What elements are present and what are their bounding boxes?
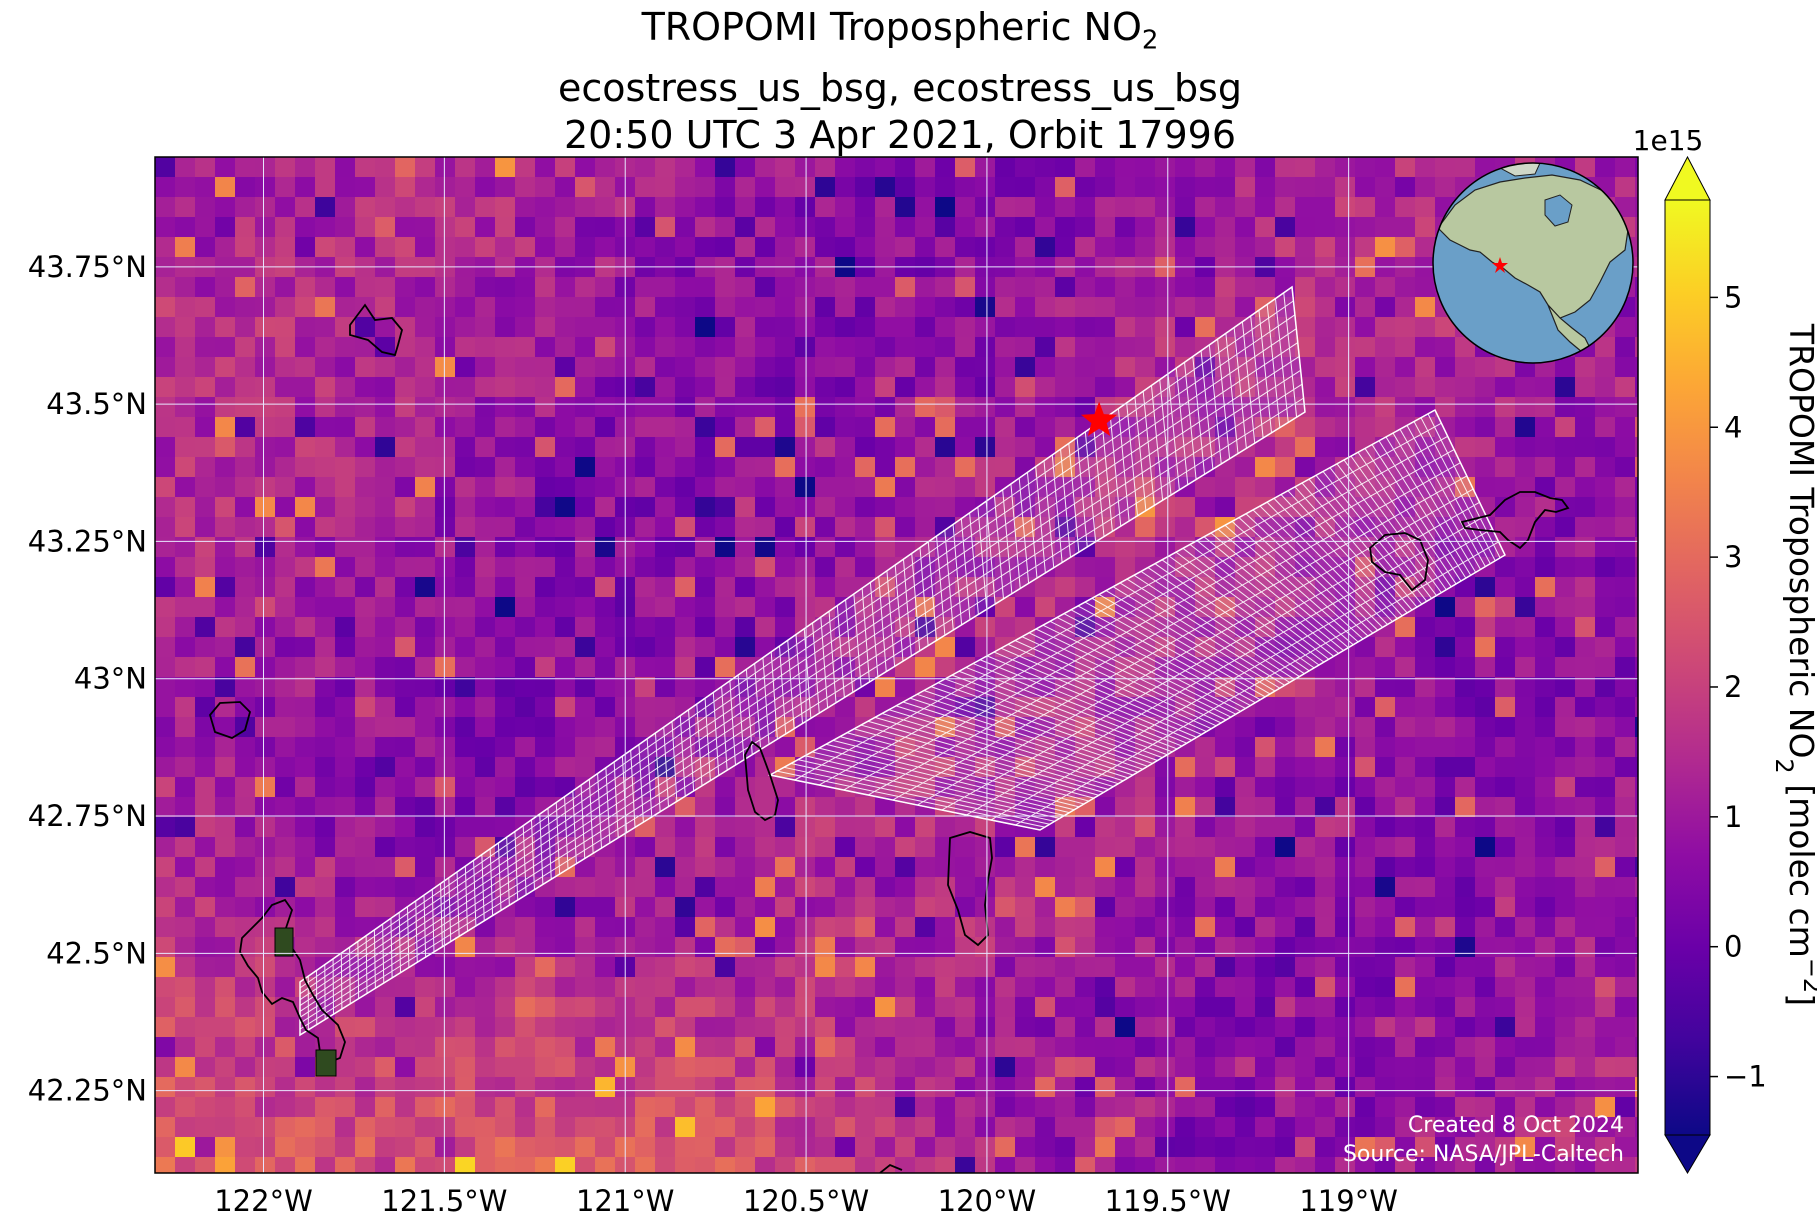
colorbar: −1 0 1 2 3 4 5 1e15 TROPOMI Tropospheric NO2 [… xyxy=(1633,124,1817,1174)
site-star-marker xyxy=(1081,401,1118,436)
lat-tick-label: 43.75°N xyxy=(28,250,147,284)
lon-tick-label: 121°W xyxy=(576,1184,675,1218)
map-frame xyxy=(154,156,1639,1174)
title-line-2: ecostress_us_bsg, ecostress_us_bsg xyxy=(558,65,1242,110)
colorbar-tick-label: 2 xyxy=(1724,670,1742,704)
globe-site-marker xyxy=(1492,257,1508,273)
colorbar-max-extend xyxy=(1664,155,1711,201)
tropomi-pixel-layer xyxy=(155,157,1638,1173)
lon-tick-label: 122°W xyxy=(214,1184,313,1218)
figure-title: TROPOMI Tropospheric NO2 ecostress_us_bs… xyxy=(155,4,1645,159)
marsh-patches xyxy=(274,927,337,1077)
colorbar-tick-label: 0 xyxy=(1724,930,1742,964)
ecostress-swath-1 xyxy=(299,285,1306,1037)
colorbar-tick-label: 5 xyxy=(1724,280,1742,314)
lat-tick-label: 42.25°N xyxy=(28,1074,147,1108)
colorbar-tick-label: 3 xyxy=(1724,540,1742,574)
lat-tick-label: 43.25°N xyxy=(28,524,147,558)
title-line-1: TROPOMI Tropospheric NO2 xyxy=(641,5,1159,56)
globe-outline xyxy=(1432,162,1634,364)
map-gridlines xyxy=(155,157,1638,1173)
colorbar-gradient xyxy=(1664,199,1711,1136)
lon-tick-label: 121.5°W xyxy=(381,1184,507,1218)
title-line-3: 20:50 UTC 3 Apr 2021, Orbit 17996 xyxy=(563,112,1236,157)
created-credit: Created 8 Oct 2024 xyxy=(1408,1113,1624,1138)
lat-tick-label: 42.75°N xyxy=(28,799,147,833)
hudson-bay xyxy=(1544,194,1573,227)
colorbar-tick-label: 1 xyxy=(1724,800,1742,834)
lat-tick-label: 42.5°N xyxy=(46,936,147,970)
map-panel: Created 8 Oct 2024 Source: NASA/JPL-Calt… xyxy=(155,157,1638,1173)
lon-tick-label: 120°W xyxy=(938,1184,1037,1218)
colorbar-min-extend xyxy=(1664,1134,1711,1174)
north-america-land xyxy=(1437,174,1629,319)
lon-tick-label: 120.5°W xyxy=(743,1184,869,1218)
latitude-tick-labels: 43.75°N 43.5°N 43.25°N 43°N 42.75°N 42.5°N 42.… xyxy=(28,250,147,1108)
lake-outline xyxy=(879,1163,903,1173)
lake-outline xyxy=(744,740,779,822)
lat-tick-label: 43°N xyxy=(74,662,147,696)
colorbar-ticks: −1 0 1 2 3 4 5 xyxy=(1710,280,1767,1094)
lon-tick-label: 119.5°W xyxy=(1105,1184,1231,1218)
lon-tick-label: 119°W xyxy=(1299,1184,1398,1218)
lake-outline xyxy=(209,701,252,739)
longitude-tick-labels: 122°W 121.5°W 121°W 120.5°W 120°W 119.5°W 119°… xyxy=(214,1184,1398,1218)
ecostress-swath-2 xyxy=(767,408,1506,831)
lake-outline xyxy=(349,303,403,357)
colorbar-label: TROPOMI Tropospheric NO2 [molec cm−2] xyxy=(1770,323,1817,1006)
source-credit: Source: NASA/JPL-Caltech xyxy=(1343,1142,1624,1167)
lake-outline xyxy=(1460,491,1570,550)
colorbar-exponent: 1e15 xyxy=(1633,124,1704,157)
colorbar-tick-label: 4 xyxy=(1724,410,1742,444)
colorbar-tick-label: −1 xyxy=(1724,1060,1767,1094)
lake-outlines xyxy=(209,303,1570,1173)
lat-tick-label: 43.5°N xyxy=(46,387,147,421)
globe-inset xyxy=(1432,162,1634,364)
lake-outline xyxy=(1369,532,1429,592)
